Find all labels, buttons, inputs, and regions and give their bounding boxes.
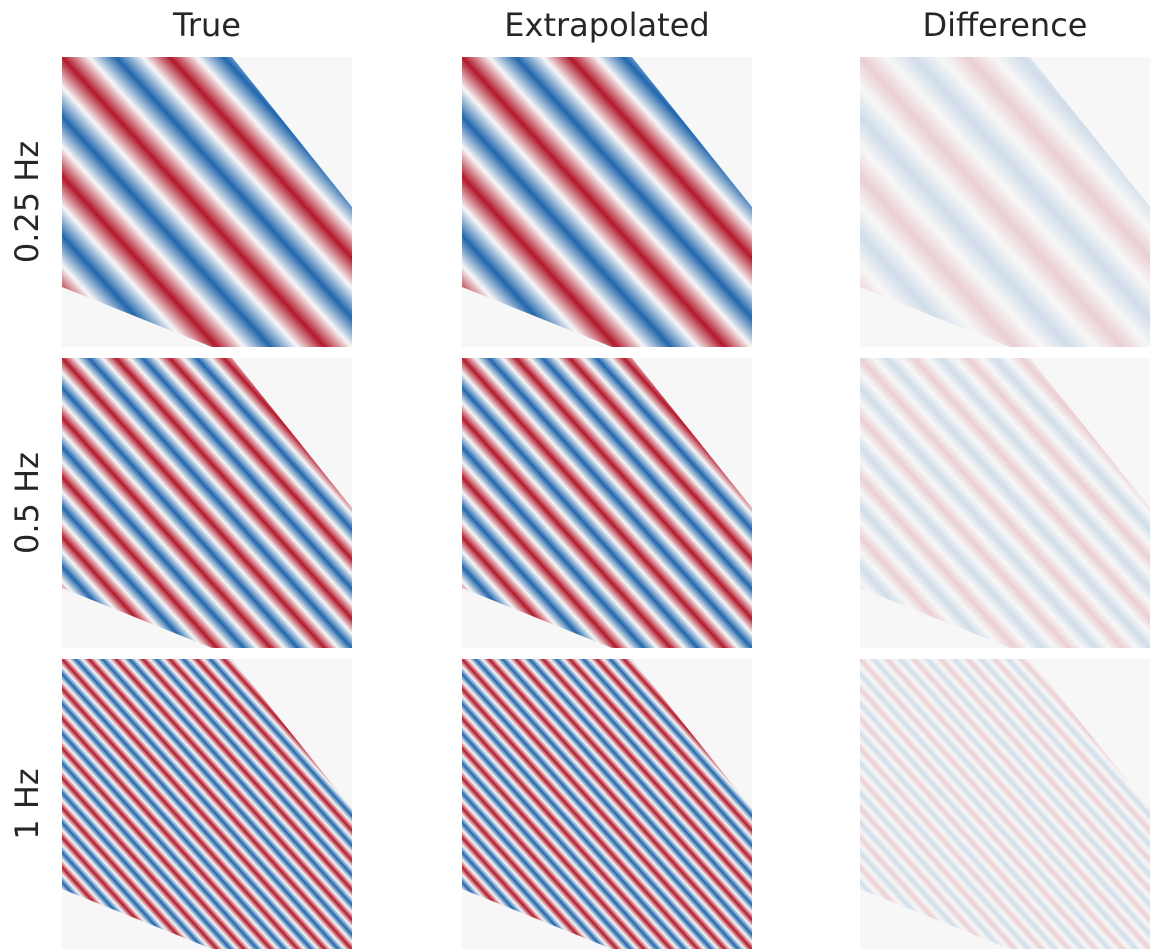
heatmap-panel [62, 358, 352, 648]
heatmap-panel [860, 57, 1150, 347]
column-title: True [172, 6, 241, 44]
column-title: Difference [923, 6, 1088, 44]
heatmap-panel [62, 57, 352, 347]
row-label: 0.5 Hz [8, 452, 46, 554]
row-label: 1 Hz [8, 768, 46, 839]
heatmap-panel [462, 358, 752, 648]
heatmap-panel [860, 659, 1150, 949]
column-title: Extrapolated [504, 6, 709, 44]
heatmap-panel [462, 659, 752, 949]
heatmap-panel [462, 57, 752, 347]
heatmap-panel [860, 358, 1150, 648]
heatmap-panel [62, 659, 352, 949]
page: True Extrapolated Difference 0.25 Hz 0.5 Hz 1… [0, 0, 1156, 949]
row-label: 0.25 Hz [8, 141, 46, 263]
figure: True Extrapolated Difference 0.25 Hz 0.5 Hz 1… [0, 0, 1156, 949]
